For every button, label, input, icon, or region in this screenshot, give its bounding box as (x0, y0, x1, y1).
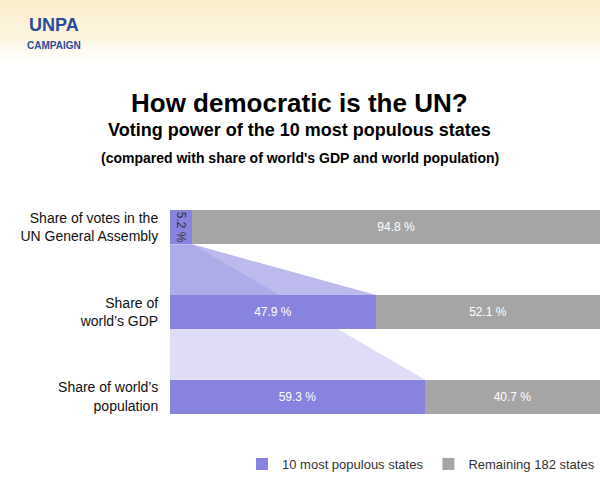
svg-text:Share of world’spopulation: Share of world’spopulation (58, 379, 158, 413)
svg-text:52.1 %: 52.1 % (469, 305, 507, 319)
svg-text:CAMPAIGN: CAMPAIGN (27, 40, 81, 51)
svg-text:40.7 %: 40.7 % (494, 390, 532, 404)
svg-text:(compared with share of world': (compared with share of world's GDP and … (101, 150, 499, 166)
svg-text:Share of votes in theUN Genera: Share of votes in theUN General Assembly (20, 210, 158, 244)
svg-text:5.2 %: 5.2 % (174, 212, 188, 243)
svg-text:UNPA: UNPA (29, 15, 79, 35)
svg-text:Remaining 182 states: Remaining 182 states (468, 457, 594, 472)
svg-text:94.8 %: 94.8 % (377, 220, 415, 234)
svg-text:59.3 %: 59.3 % (279, 390, 317, 404)
svg-text:10 most populous states: 10 most populous states (282, 457, 423, 472)
svg-text:Share ofworld’s GDP: Share ofworld’s GDP (80, 295, 159, 329)
svg-text:47.9 %: 47.9 % (254, 305, 292, 319)
svg-text:How democratic is the UN?: How democratic is the UN? (131, 88, 468, 118)
svg-text:Voting power of the 10 most po: Voting power of the 10 most populous sta… (108, 120, 491, 140)
